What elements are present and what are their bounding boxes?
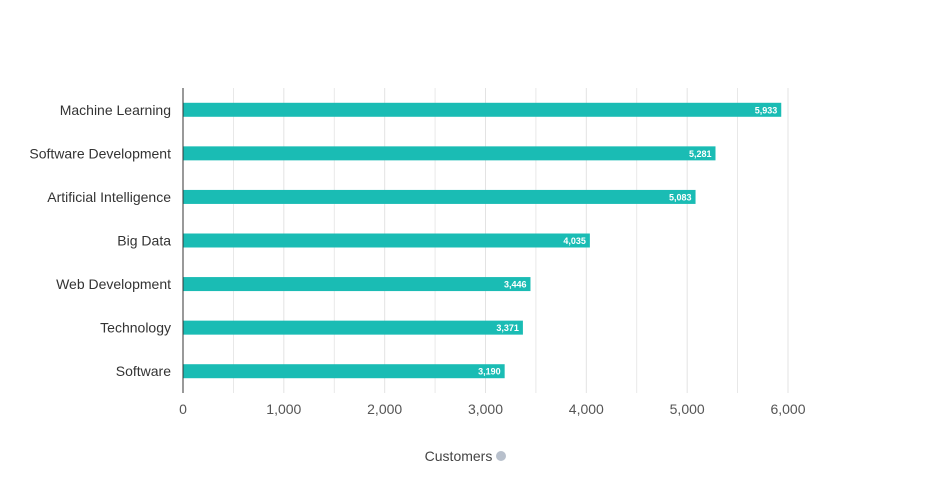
category-label: Artificial Intelligence: [47, 189, 171, 205]
data-label: 5,083: [669, 192, 692, 202]
x-tick-label: 0: [179, 401, 187, 417]
bar[interactable]: [183, 277, 531, 292]
category-label: Software Development: [29, 145, 171, 161]
x-tick-label: 1,000: [266, 401, 301, 417]
data-label: 3,190: [478, 367, 501, 377]
category-label: Big Data: [117, 233, 171, 249]
x-tick-label: 3,000: [468, 401, 503, 417]
x-axis-title-text: Customers: [424, 448, 493, 464]
category-label: Web Development: [56, 276, 171, 292]
bars: 5,933 5,281 5,083 4,035 3,446 3,371 3,190: [183, 102, 782, 379]
x-tick-label: 2,000: [367, 401, 402, 417]
category-label: Software: [116, 363, 171, 379]
category-label: Technology: [100, 320, 171, 336]
x-tick-label: 6,000: [770, 401, 805, 417]
bar[interactable]: [183, 146, 716, 161]
bar[interactable]: [183, 189, 696, 204]
x-tick-label: 5,000: [670, 401, 705, 417]
data-label: 4,035: [563, 236, 586, 246]
info-icon[interactable]: [496, 451, 507, 462]
bar[interactable]: [183, 364, 505, 379]
data-label: 5,933: [755, 105, 778, 115]
category-label: Machine Learning: [60, 102, 171, 118]
data-label: 5,281: [689, 149, 712, 159]
category-labels: Machine Learning Software Development Arti…: [29, 102, 171, 379]
bar[interactable]: [183, 320, 523, 335]
bar[interactable]: [183, 102, 782, 117]
x-axis-title: Customers: [0, 448, 931, 464]
x-tick-labels: 0 1,000 2,000 3,000 4,000 5,000 6,000: [179, 401, 806, 417]
data-label: 3,446: [504, 280, 527, 290]
x-tick-label: 4,000: [569, 401, 604, 417]
data-label: 3,371: [496, 323, 519, 333]
bar[interactable]: [183, 233, 590, 248]
